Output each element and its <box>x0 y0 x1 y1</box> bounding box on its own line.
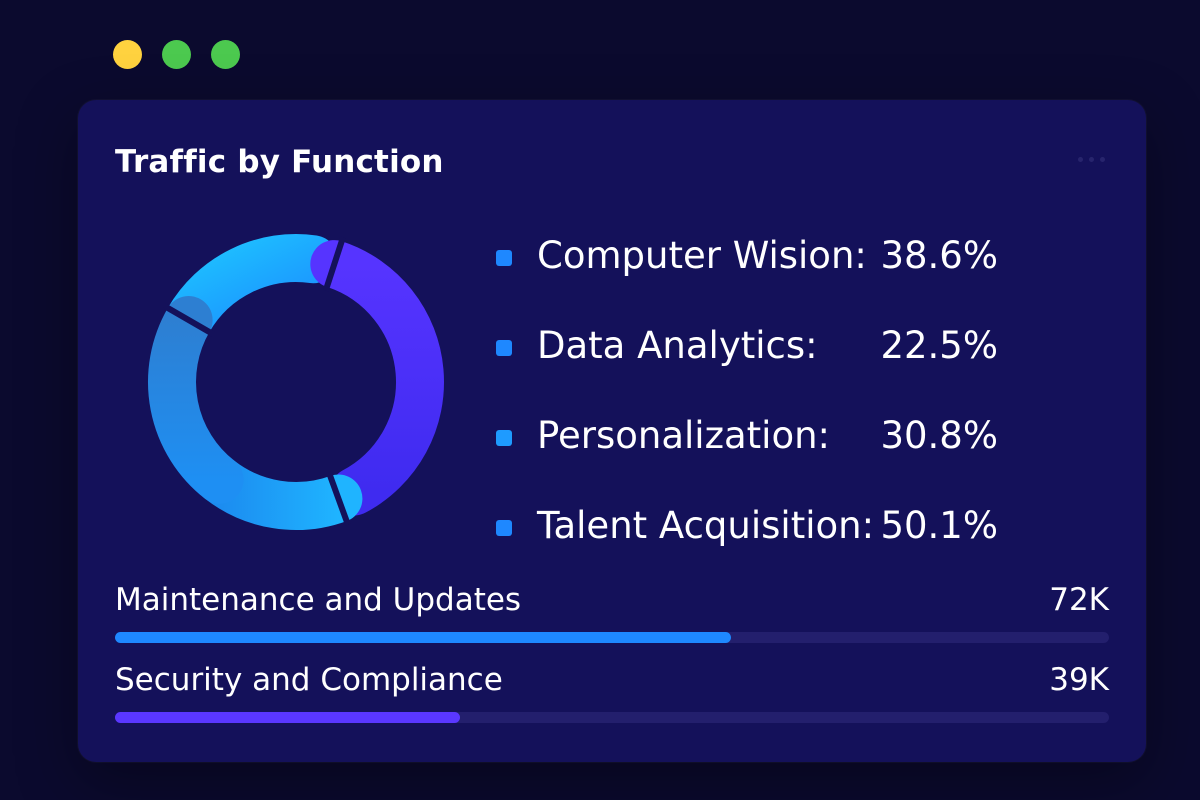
window-dot-yellow[interactable] <box>113 40 142 69</box>
legend-item[interactable]: Talent Acquisition: 50.1% <box>490 498 1010 588</box>
legend-swatch <box>496 520 512 536</box>
legend-swatch <box>496 430 512 446</box>
card-title: Traffic by Function <box>115 144 444 180</box>
legend-value: 22.5% <box>880 324 998 367</box>
legend-value: 50.1% <box>880 504 998 547</box>
legend-item[interactable]: Data Analytics: 22.5% <box>490 318 1010 408</box>
metric-value: 72K <box>1049 582 1109 618</box>
window-dot-green[interactable] <box>162 40 191 69</box>
progress-fill <box>115 712 460 723</box>
legend-label: Talent Acquisition: <box>537 504 875 547</box>
donut-slice-talent-acquisition[interactable] <box>148 296 244 504</box>
donut-separator <box>322 236 346 292</box>
chart-legend: Computer Wision: 38.6% Data Analytics: 2… <box>490 228 1010 588</box>
window-dot-green-2[interactable] <box>211 40 240 69</box>
legend-label: Personalization: <box>537 414 831 457</box>
metric-label: Maintenance and Updates <box>115 582 522 618</box>
legend-swatch <box>496 340 512 356</box>
donut-separator <box>326 471 351 526</box>
more-options-icon[interactable] <box>1078 157 1105 162</box>
metric-value: 39K <box>1049 662 1109 698</box>
legend-label: Data Analytics: <box>537 324 818 367</box>
donut-slice-data-analytics[interactable] <box>310 240 444 516</box>
progress-track <box>115 632 1109 643</box>
legend-value: 30.8% <box>880 414 998 457</box>
metric-label: Security and Compliance <box>115 662 503 698</box>
donut-chart <box>148 234 444 530</box>
legend-item[interactable]: Computer Wision: 38.6% <box>490 228 1010 318</box>
donut-separator <box>162 303 215 337</box>
legend-value: 38.6% <box>880 234 998 277</box>
legend-swatch <box>496 250 512 266</box>
legend-item[interactable]: Personalization: 30.8% <box>490 408 1010 498</box>
legend-label: Computer Wision: <box>537 234 867 277</box>
traffic-card: Traffic by Function <box>78 100 1146 762</box>
window-controls <box>113 40 240 69</box>
progress-fill <box>115 632 732 643</box>
progress-track <box>115 712 1109 723</box>
